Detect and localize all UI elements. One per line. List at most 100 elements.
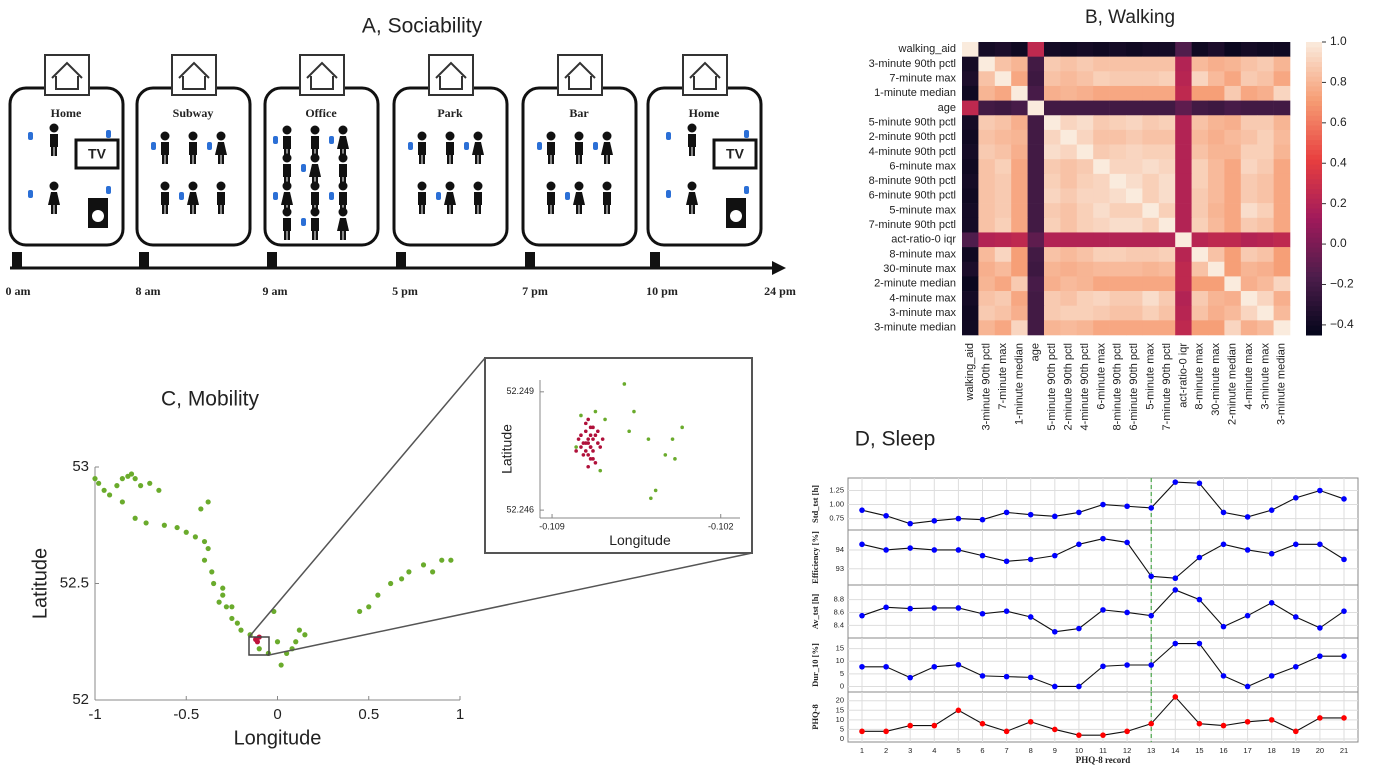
- person-icon: [216, 131, 226, 141]
- colorbar-segment: [1306, 100, 1322, 106]
- person-icon: [287, 177, 290, 186]
- panel-title: D, Sleep: [855, 428, 936, 451]
- bluetooth-icon: [593, 142, 598, 150]
- heat-cell: [1240, 71, 1258, 87]
- scene-icon: [306, 61, 338, 90]
- heat-cell: [1060, 159, 1078, 175]
- timeline-label: 0 am: [6, 284, 31, 298]
- person-icon: [190, 155, 193, 164]
- heat-cell: [1044, 144, 1061, 160]
- heat-cell: [1093, 232, 1110, 248]
- heat-cell: [1175, 276, 1192, 292]
- heat-cell: [1076, 115, 1094, 131]
- heat-cell: [1273, 144, 1291, 160]
- heat-cell: [1109, 100, 1127, 116]
- heat-cell: [1273, 159, 1291, 175]
- series-point: [883, 547, 889, 553]
- series-point: [955, 605, 962, 611]
- series-point: [859, 728, 865, 735]
- timeline-marker: [650, 252, 660, 268]
- heat-cell: [1240, 173, 1258, 189]
- heat-cell: [1224, 276, 1242, 292]
- colorbar-segment: [1306, 46, 1322, 53]
- heat-cell: [1027, 261, 1045, 277]
- heat-cell: [1175, 305, 1192, 321]
- person-icon: [343, 177, 346, 186]
- heat-cell: [1240, 291, 1258, 306]
- heat-cell: [1109, 173, 1127, 189]
- column-label: 2-minute median: [1227, 343, 1239, 425]
- heat-cell: [1076, 129, 1094, 145]
- scene-icon: [689, 61, 721, 90]
- scene-label: Subway: [173, 106, 214, 120]
- scatter-point: [627, 429, 631, 434]
- x-tick-label: 7: [1005, 746, 1009, 755]
- heat-cell: [1126, 42, 1143, 57]
- scatter-point: [183, 529, 189, 535]
- heat-cell: [1273, 232, 1291, 248]
- colorbar-segment: [1306, 281, 1322, 287]
- series-point: [1341, 608, 1347, 614]
- heat-cell: [1158, 320, 1176, 336]
- heat-cell: [1208, 144, 1225, 160]
- person-icon: [607, 205, 610, 214]
- heat-cell: [962, 203, 979, 219]
- person-icon: [338, 207, 348, 217]
- heat-cell: [1158, 276, 1176, 292]
- scatter-point: [591, 457, 595, 461]
- heat-cell: [1011, 173, 1028, 189]
- scene-icon: [435, 61, 467, 90]
- heat-cell: [978, 291, 996, 306]
- heat-cell: [1142, 217, 1160, 233]
- person-icon: [48, 192, 60, 205]
- person-icon: [602, 131, 612, 141]
- series-point: [1003, 558, 1010, 565]
- heat-cell: [1044, 115, 1061, 131]
- heat-cell: [1240, 320, 1258, 336]
- person-icon: [49, 181, 59, 191]
- heat-cell: [1142, 144, 1160, 160]
- heat-cell: [978, 247, 996, 263]
- row-label: 30-minute max: [883, 263, 956, 275]
- series-point: [883, 512, 889, 519]
- person-icon: [221, 155, 224, 164]
- timeline-label: 24 pm: [764, 284, 796, 298]
- series-point: [979, 552, 986, 559]
- series-point: [1124, 728, 1130, 735]
- heat-cell: [1126, 188, 1143, 204]
- person-icon: [188, 181, 198, 191]
- heat-cell: [1240, 56, 1258, 72]
- heat-cell: [1076, 305, 1094, 321]
- heat-cell: [978, 56, 996, 72]
- heat-cell: [1142, 100, 1160, 116]
- scatter-point: [114, 483, 120, 489]
- heat-cell: [1060, 217, 1078, 233]
- heat-cell: [1011, 71, 1028, 87]
- bluetooth-icon: [565, 192, 570, 200]
- person-icon: [546, 131, 556, 141]
- heat-cell: [1142, 56, 1160, 72]
- heat-cell: [978, 188, 996, 204]
- series-point: [1076, 732, 1082, 738]
- heat-cell: [1044, 291, 1061, 306]
- x-tick-label: -1: [88, 706, 101, 723]
- series-point: [1148, 612, 1154, 619]
- heat-cell: [1175, 159, 1192, 175]
- person-icon: [340, 231, 343, 240]
- heat-cell: [962, 261, 979, 277]
- scatter-point: [588, 445, 593, 449]
- column-label: 5-minute max: [1145, 343, 1157, 410]
- colorbar-segment: [1306, 315, 1322, 321]
- column-label: 6-minute max: [1095, 343, 1107, 410]
- heat-cell: [1175, 320, 1192, 336]
- colorbar-segment: [1306, 276, 1322, 282]
- row-label: 1-minute median: [874, 87, 956, 99]
- colorbar-segment: [1306, 95, 1322, 102]
- person-icon: [548, 205, 551, 214]
- heat-cell: [978, 320, 996, 336]
- heat-cell: [1191, 42, 1209, 57]
- panel-title: A, Sociability: [362, 15, 483, 38]
- heat-cell: [1158, 261, 1176, 277]
- heat-cell: [1027, 188, 1045, 204]
- series-point: [1124, 662, 1130, 668]
